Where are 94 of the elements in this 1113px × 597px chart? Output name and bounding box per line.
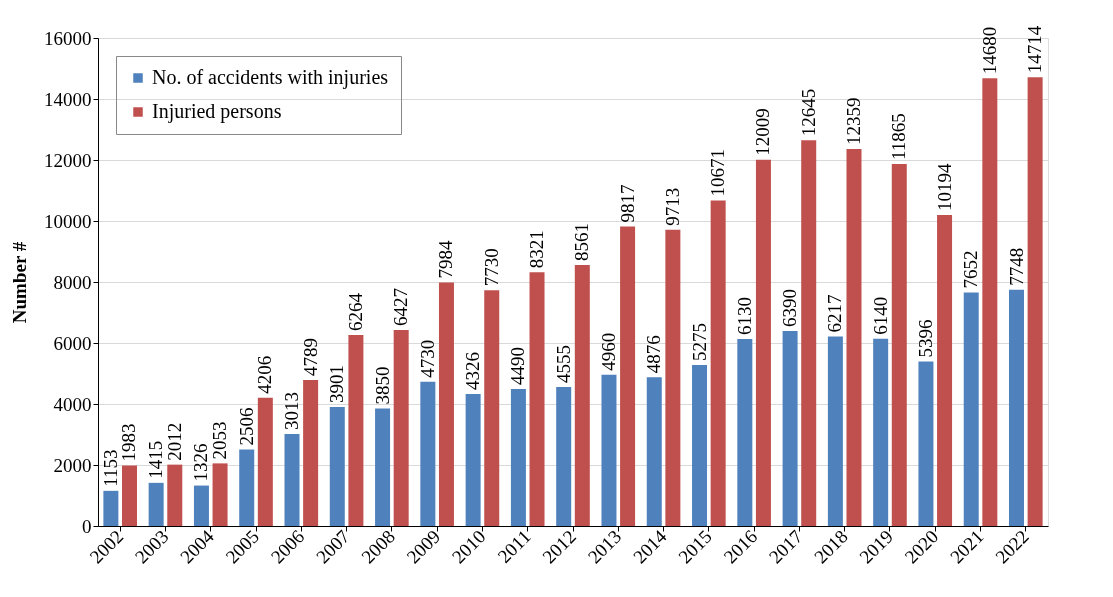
data-label: 14714 [1024,25,1046,74]
bar [918,361,934,526]
data-label: 8561 [571,222,593,261]
data-label: 7652 [960,250,982,289]
bar [193,485,209,526]
y-tick-label: 16000 [44,27,92,49]
bar [167,464,183,526]
y-tick-label: 10000 [44,210,92,232]
bar [873,338,889,526]
data-label: 4326 [462,352,484,391]
legend-label: Injuried persons [152,100,282,123]
data-label: 12645 [797,88,819,137]
bar [665,229,681,526]
data-label: 4960 [597,332,619,371]
y-tick-label: 12000 [44,149,92,171]
data-label: 4730 [416,339,438,378]
data-label: 4789 [299,337,321,376]
bar [963,292,979,526]
data-label: 6427 [390,287,412,326]
data-label: 9817 [616,184,638,223]
y-tick-label: 6000 [53,332,92,354]
data-label: 4555 [552,345,574,384]
legend-label: No. of accidents with injuries [152,66,389,89]
data-label: 6130 [733,297,755,336]
bar [846,149,862,526]
bar [737,339,753,526]
bar [148,482,164,526]
data-label: 1153 [99,449,121,487]
bar [529,272,545,526]
data-label: 9713 [661,187,683,226]
data-label: 6217 [824,294,846,333]
bar [465,394,481,526]
bar [212,463,228,526]
data-label: 12009 [752,108,774,156]
bar [257,397,273,526]
data-label: 5396 [914,319,936,358]
bar [620,226,636,526]
y-tick-label: 4000 [53,393,92,415]
bar [601,374,617,526]
bar [103,490,119,526]
data-label: 3850 [371,366,393,405]
bar [438,282,454,526]
data-label: 7730 [480,248,502,287]
data-label: 6264 [344,292,366,331]
bar [122,465,137,526]
bar [755,159,771,526]
data-label: 11865 [888,113,910,161]
bar [303,379,319,526]
bar [1027,77,1043,526]
y-tick-label: 0 [82,515,92,537]
data-label: 3013 [281,392,302,431]
bar [937,215,953,526]
data-label: 2053 [209,421,231,460]
data-label: 4490 [507,347,529,386]
bar [827,336,843,526]
data-label: 12359 [843,97,864,146]
bar [801,140,817,526]
y-tick-label: 8000 [53,271,92,293]
bar [1009,289,1024,526]
data-label: 2506 [235,407,257,446]
bar [284,434,300,526]
bar [420,381,436,526]
data-label: 1326 [190,443,212,482]
data-label: 10671 [707,149,729,197]
y-tick-label: 14000 [44,88,92,110]
bar [393,329,409,526]
bar [891,164,907,526]
bar [782,331,798,526]
bar [574,264,590,526]
data-label: 6390 [779,289,801,328]
bar [348,334,364,526]
data-label: 5275 [688,323,710,362]
data-label: 14680 [978,26,1000,75]
bar [692,365,708,526]
data-label: 7984 [435,239,457,279]
data-label: 8321 [526,230,548,269]
bar [710,200,726,526]
bar [329,407,345,526]
bar [239,449,255,526]
bar [646,377,662,526]
bar [982,78,998,526]
y-tick-label: 2000 [53,454,92,476]
data-label: 1983 [118,423,140,462]
data-label: 4206 [254,355,276,394]
data-label: 10194 [933,163,955,212]
data-label: 3901 [326,365,348,404]
y-axis-title: Number # [9,241,30,324]
data-label: 4876 [643,335,665,374]
bar [484,290,500,526]
data-label: 7748 [1005,247,1027,286]
bar [375,408,391,526]
bar [510,389,526,526]
bar [556,387,572,526]
data-label: 6140 [869,296,891,335]
